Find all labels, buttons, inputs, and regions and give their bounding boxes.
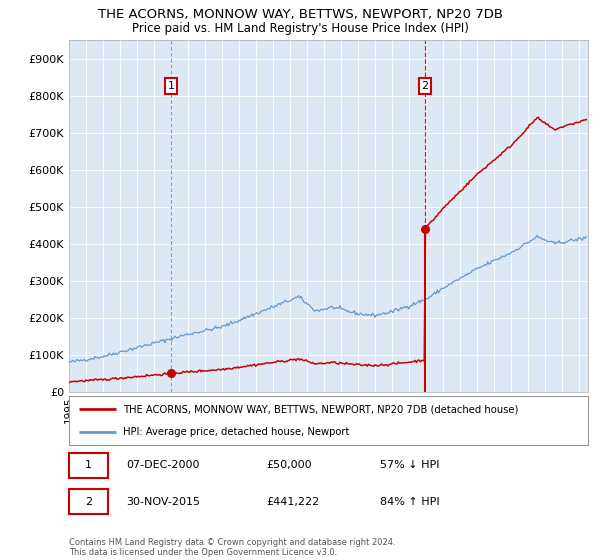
Text: 2: 2: [421, 81, 428, 91]
Text: THE ACORNS, MONNOW WAY, BETTWS, NEWPORT, NP20 7DB: THE ACORNS, MONNOW WAY, BETTWS, NEWPORT,…: [97, 8, 503, 21]
Text: 2: 2: [85, 497, 92, 507]
Text: 1: 1: [167, 81, 175, 91]
Text: THE ACORNS, MONNOW WAY, BETTWS, NEWPORT, NP20 7DB (detached house): THE ACORNS, MONNOW WAY, BETTWS, NEWPORT,…: [124, 404, 519, 414]
Text: 84% ↑ HPI: 84% ↑ HPI: [380, 497, 440, 507]
FancyBboxPatch shape: [69, 489, 108, 514]
Text: 07-DEC-2000: 07-DEC-2000: [126, 460, 200, 470]
Text: HPI: Average price, detached house, Newport: HPI: Average price, detached house, Newp…: [124, 427, 350, 437]
Text: 1: 1: [85, 460, 92, 470]
Text: Price paid vs. HM Land Registry's House Price Index (HPI): Price paid vs. HM Land Registry's House …: [131, 22, 469, 35]
FancyBboxPatch shape: [69, 453, 108, 478]
Text: £441,222: £441,222: [266, 497, 319, 507]
Text: £50,000: £50,000: [266, 460, 312, 470]
Text: 30-NOV-2015: 30-NOV-2015: [126, 497, 200, 507]
Text: 57% ↓ HPI: 57% ↓ HPI: [380, 460, 440, 470]
Text: Contains HM Land Registry data © Crown copyright and database right 2024.
This d: Contains HM Land Registry data © Crown c…: [69, 538, 395, 557]
